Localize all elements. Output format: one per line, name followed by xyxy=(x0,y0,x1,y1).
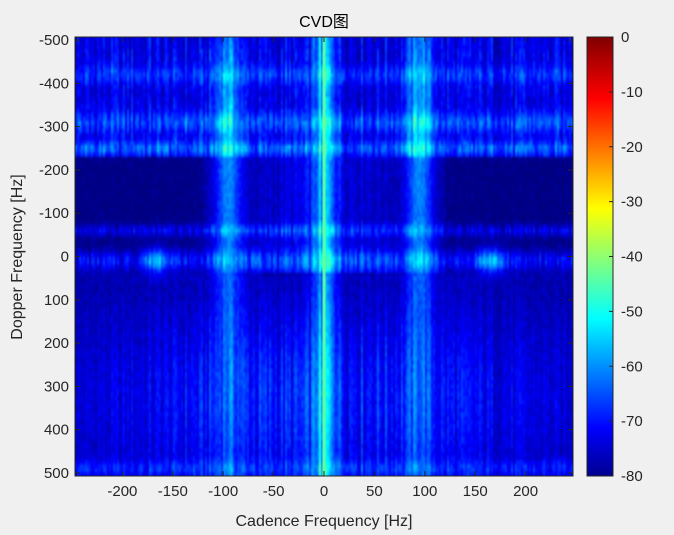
colorbar-tick-label: -30 xyxy=(621,194,643,211)
y-tick-label: -500 xyxy=(39,32,69,49)
x-tick-label: 100 xyxy=(412,483,437,500)
colorbar-tick-label: -60 xyxy=(621,358,643,375)
x-tick-label: 50 xyxy=(366,483,383,500)
colorbar-tick-label: -70 xyxy=(621,413,643,430)
colorbar-gradient xyxy=(587,37,613,476)
y-tick-label: -300 xyxy=(39,119,69,136)
y-tick-label: 0 xyxy=(61,249,69,266)
x-tick-label: -150 xyxy=(158,483,188,500)
x-axis-label: Cadence Frequency [Hz] xyxy=(236,513,413,530)
colorbar-tick-label: -40 xyxy=(621,249,643,266)
colorbar-tick-label: -80 xyxy=(621,468,643,485)
colorbar-tick-label: -10 xyxy=(621,84,643,101)
center-frequency-line xyxy=(322,37,326,476)
y-tick-label: -200 xyxy=(39,162,69,179)
y-tick-label: 300 xyxy=(44,378,69,395)
y-tick-label: 100 xyxy=(44,292,69,309)
x-tick-label: 200 xyxy=(513,483,538,500)
y-tick-label: 400 xyxy=(44,422,69,439)
y-tick-label: 200 xyxy=(44,335,69,352)
x-tick-label: 150 xyxy=(463,483,488,500)
colorbar-tick-label: -20 xyxy=(621,139,643,156)
x-tick-label: -200 xyxy=(107,483,137,500)
x-tick-label: 0 xyxy=(320,483,328,500)
x-tick-label: -50 xyxy=(263,483,285,500)
chart-title: CVD图 xyxy=(299,14,349,31)
y-tick-label: 500 xyxy=(44,465,69,482)
y-axis-label: Dopper Frequency [Hz] xyxy=(9,174,26,339)
x-tick-label: -100 xyxy=(208,483,238,500)
y-tick-label: -400 xyxy=(39,75,69,92)
colorbar-tick-label: 0 xyxy=(621,29,629,46)
colorbar-tick-label: -50 xyxy=(621,303,643,320)
y-tick-label: -100 xyxy=(39,205,69,222)
